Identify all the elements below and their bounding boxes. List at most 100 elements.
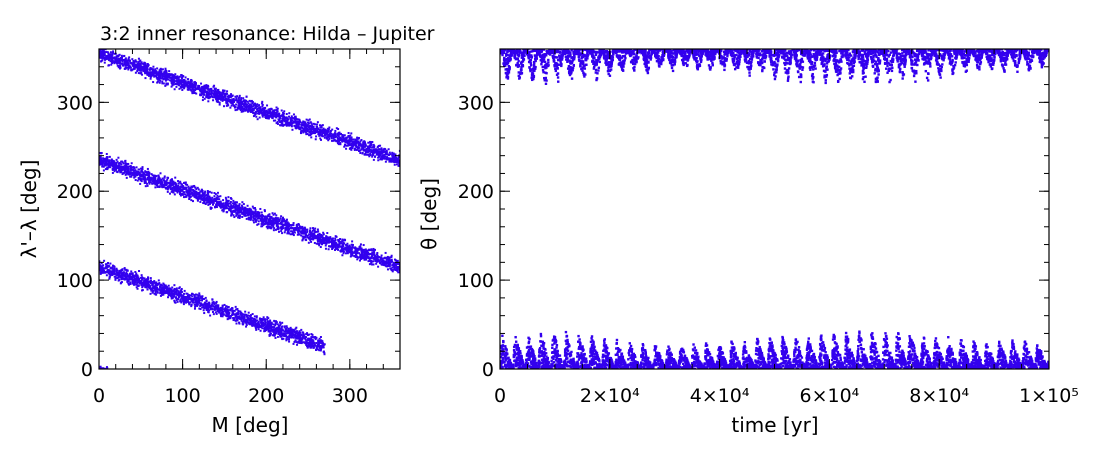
data-point xyxy=(305,343,308,346)
data-point xyxy=(363,255,366,258)
data-point xyxy=(342,137,345,140)
data-point xyxy=(104,56,107,59)
left-band-2 xyxy=(99,259,326,356)
data-point xyxy=(364,145,367,148)
data-point xyxy=(323,136,326,139)
data-point xyxy=(255,115,258,118)
data-point xyxy=(162,75,165,78)
data-point xyxy=(171,182,174,185)
data-point xyxy=(378,151,381,154)
data-point xyxy=(238,107,241,110)
data-point xyxy=(143,277,146,280)
data-point xyxy=(365,153,368,156)
data-point xyxy=(359,243,362,246)
data-point xyxy=(102,165,105,168)
data-point xyxy=(346,251,349,254)
data-point xyxy=(215,300,218,303)
data-point xyxy=(141,68,144,71)
data-point xyxy=(183,87,186,90)
data-point xyxy=(334,239,337,242)
data-point xyxy=(198,84,201,87)
data-point xyxy=(256,105,259,108)
data-point xyxy=(200,92,203,95)
data-point xyxy=(177,76,180,79)
data-point xyxy=(350,138,353,141)
data-point xyxy=(285,119,288,122)
data-point xyxy=(319,235,322,238)
data-point xyxy=(283,123,286,126)
data-point xyxy=(335,139,338,142)
data-point xyxy=(383,150,386,153)
data-point xyxy=(103,162,106,165)
data-point xyxy=(102,50,105,53)
data-point xyxy=(391,266,394,269)
data-point xyxy=(111,62,114,65)
data-point xyxy=(191,193,194,196)
data-point xyxy=(294,121,297,124)
data-point xyxy=(182,185,185,188)
data-point xyxy=(270,226,273,229)
data-point xyxy=(179,190,182,193)
data-point xyxy=(188,81,191,84)
data-point xyxy=(264,115,267,118)
data-point xyxy=(267,327,270,330)
data-point xyxy=(197,188,200,191)
data-point xyxy=(123,167,126,170)
data-point xyxy=(328,126,331,129)
data-point xyxy=(256,223,259,226)
data-point xyxy=(264,106,267,109)
data-point xyxy=(102,169,105,172)
data-point xyxy=(242,100,245,103)
data-point xyxy=(297,229,300,232)
data-point xyxy=(281,227,284,230)
data-point xyxy=(343,247,346,250)
data-point xyxy=(304,124,307,127)
data-point xyxy=(276,223,279,226)
data-point xyxy=(222,91,225,94)
data-point xyxy=(325,136,328,139)
data-point xyxy=(270,216,273,219)
data-point xyxy=(336,137,339,140)
data-point xyxy=(352,144,355,147)
data-point xyxy=(384,157,387,160)
data-point xyxy=(197,84,200,87)
data-point xyxy=(108,163,111,166)
data-point xyxy=(175,77,178,80)
data-point xyxy=(311,333,314,336)
data-point xyxy=(238,203,241,206)
data-point xyxy=(179,182,182,185)
data-point xyxy=(165,78,168,81)
data-point xyxy=(103,54,106,57)
data-point xyxy=(175,187,178,190)
data-point xyxy=(231,202,234,205)
data-point xyxy=(261,113,264,116)
data-point xyxy=(274,228,277,231)
data-point xyxy=(251,205,254,208)
data-point xyxy=(318,232,321,235)
data-point xyxy=(234,201,237,204)
data-point xyxy=(183,191,186,194)
data-point xyxy=(208,197,211,200)
data-point xyxy=(247,216,250,219)
data-point xyxy=(289,331,292,334)
data-point xyxy=(337,240,340,243)
data-point xyxy=(306,130,309,133)
data-point xyxy=(319,132,322,135)
data-point xyxy=(109,53,112,56)
data-point xyxy=(194,83,197,86)
data-point xyxy=(111,57,114,60)
data-point xyxy=(293,227,296,230)
data-point xyxy=(213,195,216,198)
data-point xyxy=(225,92,228,95)
data-point xyxy=(153,174,156,177)
data-point xyxy=(263,209,266,212)
data-point xyxy=(156,179,159,182)
data-point xyxy=(273,109,276,112)
data-point xyxy=(146,68,149,71)
data-point xyxy=(217,203,220,206)
data-point xyxy=(386,255,389,258)
data-point xyxy=(244,208,247,211)
data-point xyxy=(99,163,102,166)
data-point xyxy=(333,134,336,137)
data-point xyxy=(238,204,241,207)
